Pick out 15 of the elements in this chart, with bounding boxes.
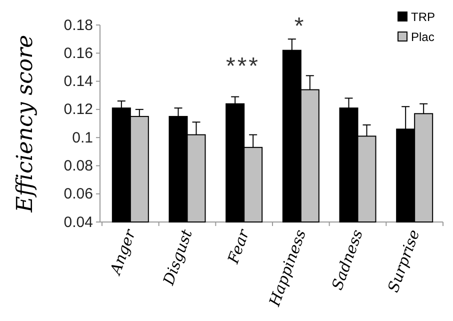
- annotation: ***: [226, 53, 260, 80]
- y-axis-title: Efficiency score: [13, 34, 38, 214]
- y-tick-label: 0.16: [64, 44, 93, 62]
- legend-label: Plac: [411, 30, 434, 44]
- y-tick-label: 0.06: [64, 186, 93, 203]
- x-tick-label: Anger: [106, 226, 140, 279]
- legend-label: TRP: [411, 10, 435, 24]
- y-tick-label: 0.14: [64, 73, 93, 90]
- y-tick-label: 0.08: [64, 158, 93, 175]
- y-tick-label: 0.18: [64, 16, 93, 34]
- annotation: *: [294, 13, 306, 40]
- y-tick-label: 0.04: [64, 214, 93, 231]
- y-tick-label: 0.1: [72, 129, 93, 146]
- y-tick-label: 0.12: [64, 101, 93, 118]
- x-tick-label: Fear: [224, 226, 254, 267]
